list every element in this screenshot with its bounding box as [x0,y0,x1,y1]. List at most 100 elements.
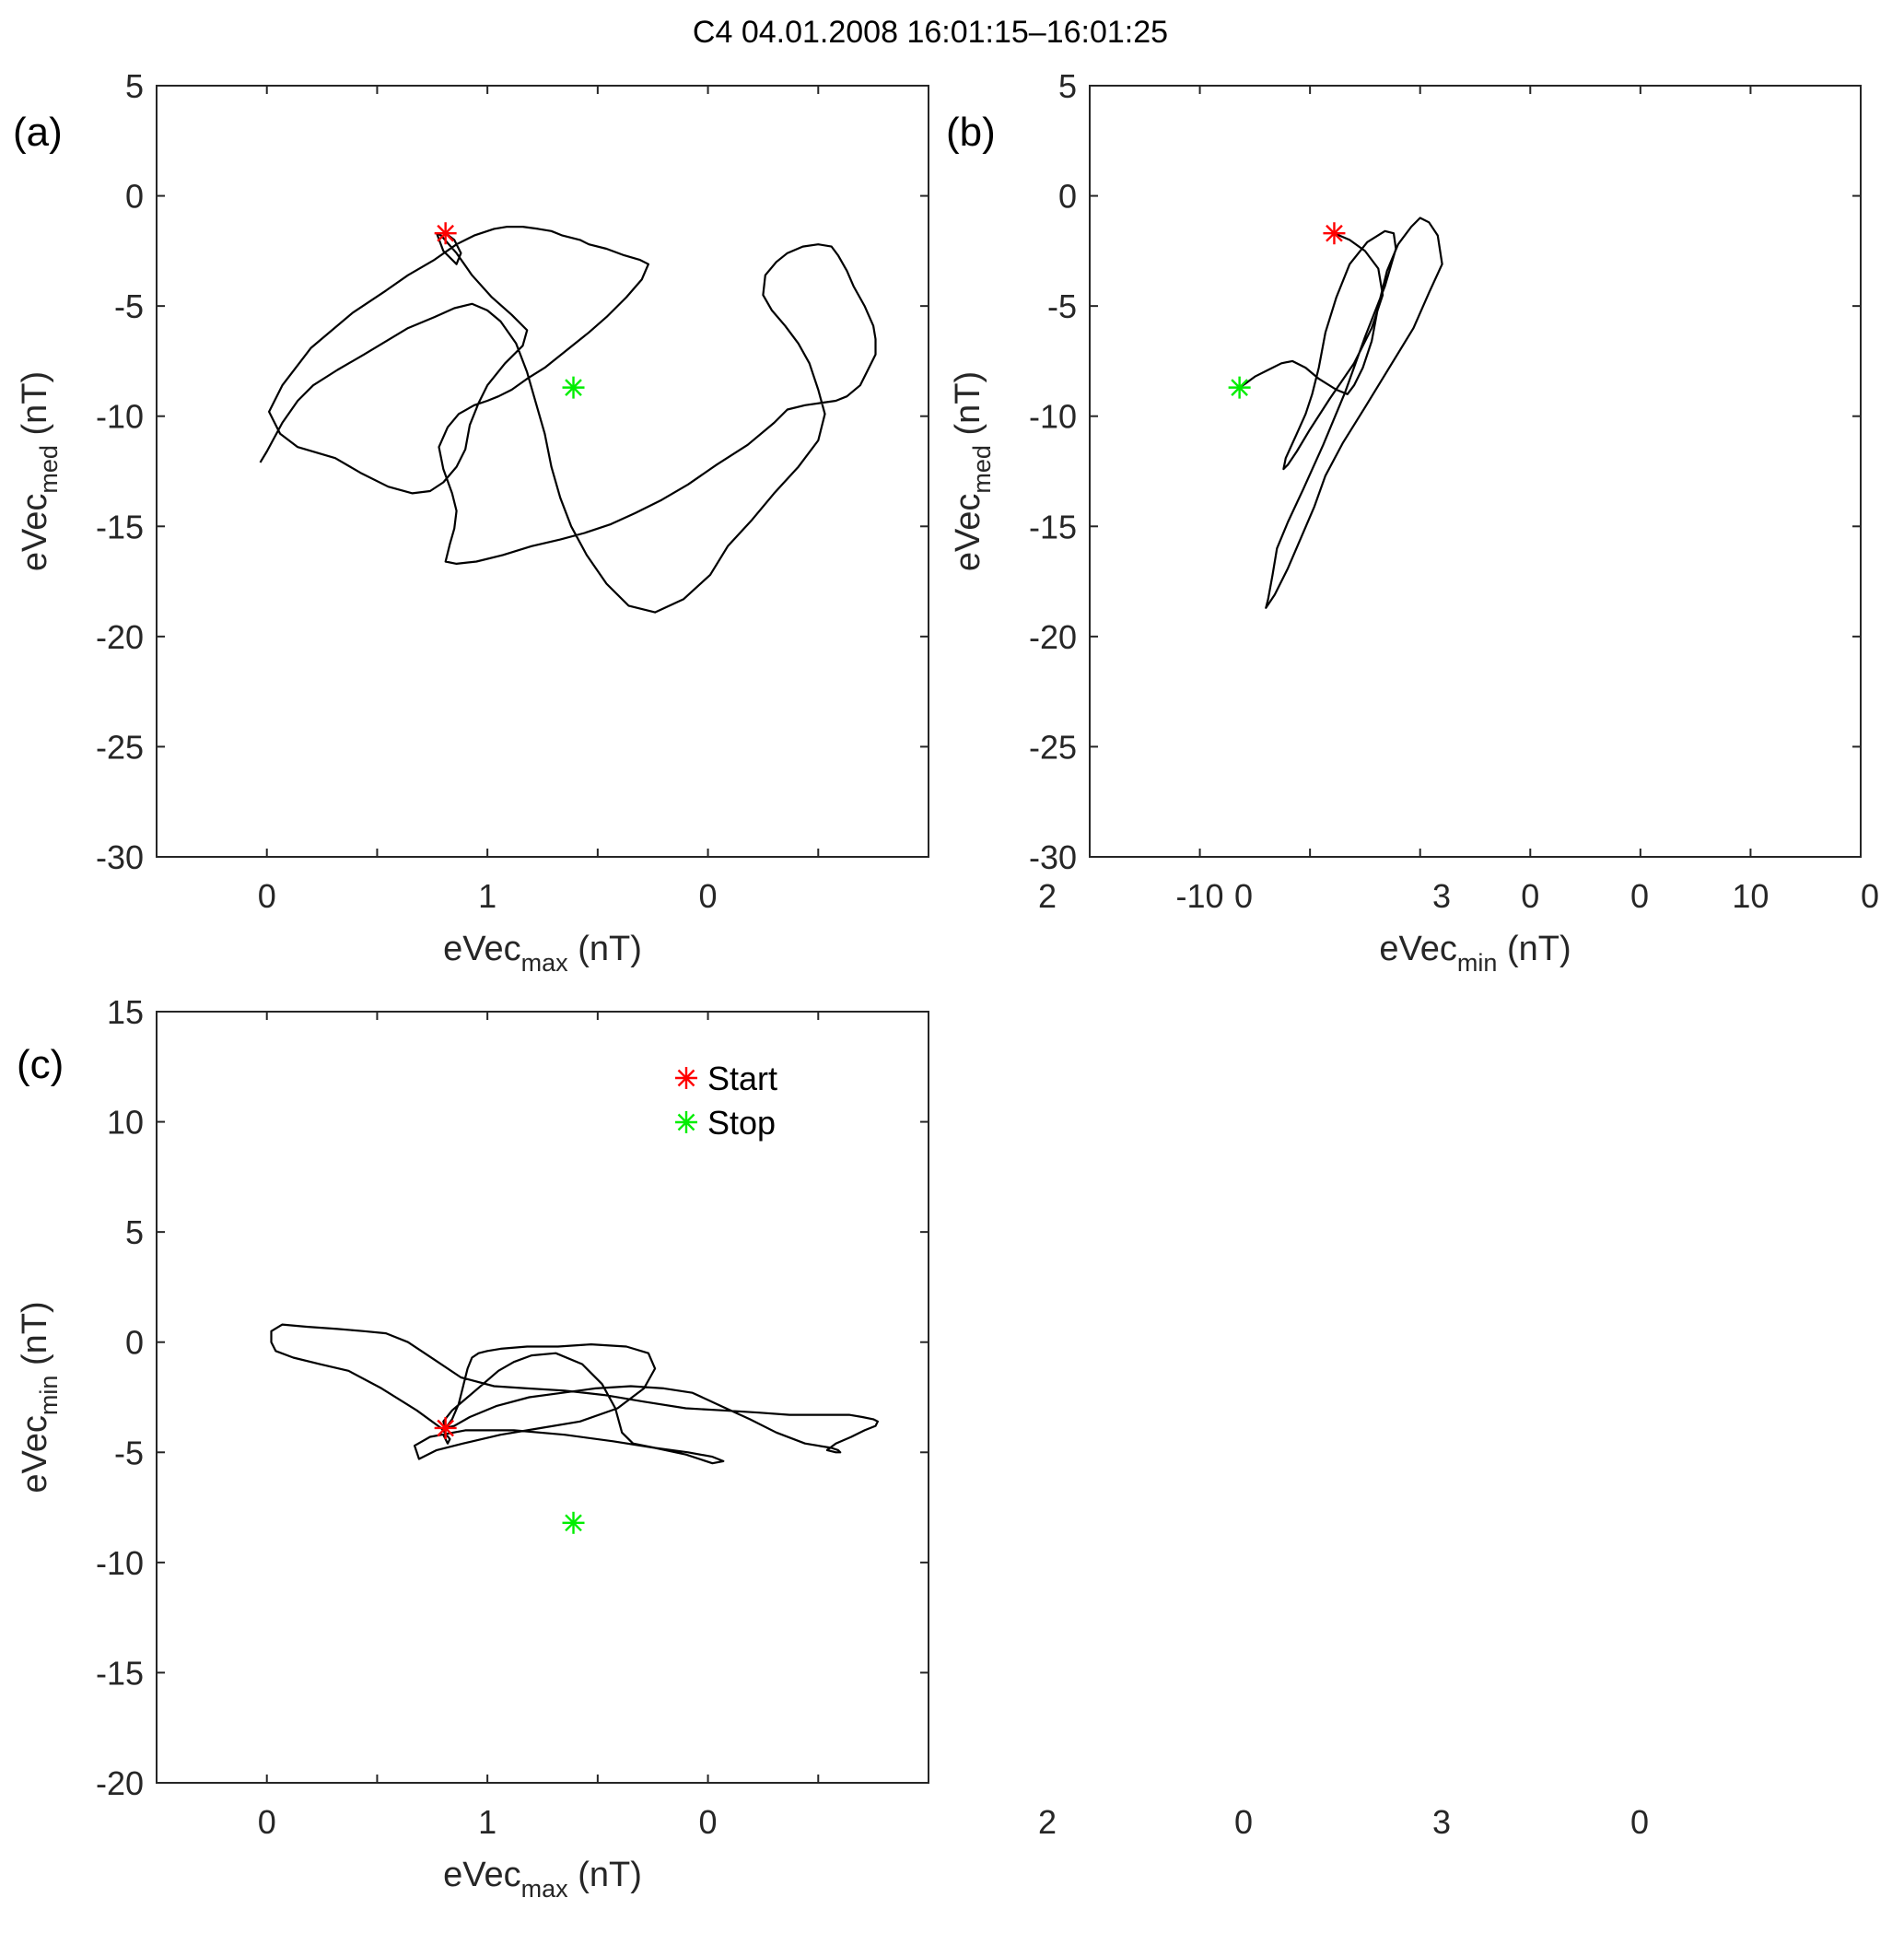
legend-start-marker [675,1067,697,1089]
y-tick-label: 0 [125,1324,144,1362]
trajectory-line [1238,217,1443,609]
y-tick-label: -25 [1029,728,1077,766]
y-tick-label: -30 [1029,838,1077,876]
legend-stop-marker [675,1111,697,1133]
legend-start-marker-stroke [677,1069,695,1087]
x-axis-label-sub: max [521,949,569,977]
x-axis-label-unit: (nT) [568,930,642,968]
y-tick-label: -30 [96,838,144,876]
y-axis-label: eVecmed (nT) [16,371,63,571]
y-tick-label: -20 [1029,618,1077,656]
x-tick-label: 10 [1732,877,1769,915]
figure-title: C4 04.01.2008 16:01:15–16:01:25 [693,15,1168,50]
y-axis-label-main: eVec [16,494,54,572]
y-tick-label: 5 [125,67,144,105]
x-tick-label: 0 [258,1803,276,1841]
stop-marker [562,1511,585,1534]
y-tick-label: -20 [96,618,144,656]
stray-tick-label: 0 [1861,877,1879,915]
legend: Start Stop [675,1060,777,1142]
y-tick-label: -10 [96,398,144,436]
y-tick-label: -25 [96,728,144,766]
x-axis-label-sub: max [521,1875,569,1903]
y-tick-label: -15 [96,508,144,545]
axes-frame [156,1011,929,1784]
x-tick-label: 1 [478,1803,496,1841]
x-tick-label: 0 [699,877,718,915]
x-axis-label-main: eVec [443,1856,521,1894]
stray-tick-label: 2 [1038,877,1057,915]
x-tick-label: -10 [1176,877,1224,915]
x-axis-label-main: eVec [1379,930,1457,968]
y-axis-label-main: eVec [949,494,987,572]
stray-tick-label: 2 [1038,1803,1057,1841]
stop-marker-stroke [565,379,582,396]
stop-marker [1228,376,1251,399]
start-marker-stroke [437,224,454,242]
y-axis-label: eVecmed (nT) [949,371,996,571]
start-marker [434,222,457,245]
x-tick-label: 1 [478,877,496,915]
x-tick-label: 0 [258,877,276,915]
x-axis-label: eVecmax (nT) [443,930,642,977]
stray-tick-label: 0 [1630,1803,1649,1841]
x-tick-label: 0 [1521,877,1539,915]
start-marker-stroke [1326,224,1343,242]
y-tick-label: 10 [107,1104,144,1142]
stop-marker-stroke [1231,379,1248,396]
y-tick-label: -15 [96,1654,144,1692]
legend-start-label: Start [707,1060,777,1097]
axes-frame [156,85,929,858]
y-tick-label: -15 [1029,508,1077,545]
y-tick-label: -5 [114,1434,144,1471]
stop-marker-stroke [565,1514,582,1532]
x-axis-label-main: eVec [443,930,521,968]
y-tick-label: -5 [114,287,144,325]
y-tick-label: -10 [96,1544,144,1582]
x-tick-label: 0 [699,1803,718,1841]
start-marker [1323,222,1346,245]
x-axis-label-unit: (nT) [568,1856,642,1894]
panel-label: (b) [946,110,996,155]
y-tick-label: 0 [125,178,144,216]
y-tick-label: 5 [1058,67,1077,105]
start-marker-stroke [437,1419,454,1437]
y-tick-label: 0 [1058,178,1077,216]
y-tick-label: -10 [1029,398,1077,436]
y-tick-label: 5 [125,1213,144,1251]
y-tick-label: -20 [96,1764,144,1802]
y-axis-label-unit: (nT) [949,371,987,445]
stray-tick-label: 3 [1432,1803,1451,1841]
x-axis-label: eVecmin (nT) [1379,930,1571,977]
stray-tick-labels: 2 0 2 0 3 0 3 0 0 [1038,877,1879,1841]
y-axis-label-sub: min [35,1376,63,1416]
y-tick-label: -5 [1047,287,1077,325]
trajectory-line [270,1323,879,1465]
y-axis-label-main: eVec [16,1415,54,1494]
y-axis-label: eVecmin (nT) [16,1301,63,1493]
legend-stop-label: Stop [707,1104,776,1142]
stray-tick-label: 0 [1234,877,1253,915]
x-axis-label: eVecmax (nT) [443,1856,642,1903]
stray-tick-label: 0 [1630,877,1649,915]
panel-label: (a) [13,110,63,155]
stray-tick-label: 3 [1432,877,1451,915]
panel-label: (c) [17,1042,64,1087]
y-axis-label-sub: med [35,445,63,494]
axes-frame [1089,85,1862,858]
trajectory-line [259,226,877,614]
y-axis-label-unit: (nT) [16,1301,54,1375]
x-axis-label-unit: (nT) [1497,930,1571,968]
start-marker [434,1416,457,1439]
stray-tick-label: 0 [1234,1803,1253,1841]
y-axis-label-sub: med [968,445,996,494]
legend-stop-marker-stroke [677,1113,695,1131]
y-axis-label-unit: (nT) [16,371,54,445]
x-axis-label-sub: min [1457,949,1498,977]
stop-marker [562,376,585,399]
y-tick-label: 15 [107,993,144,1031]
